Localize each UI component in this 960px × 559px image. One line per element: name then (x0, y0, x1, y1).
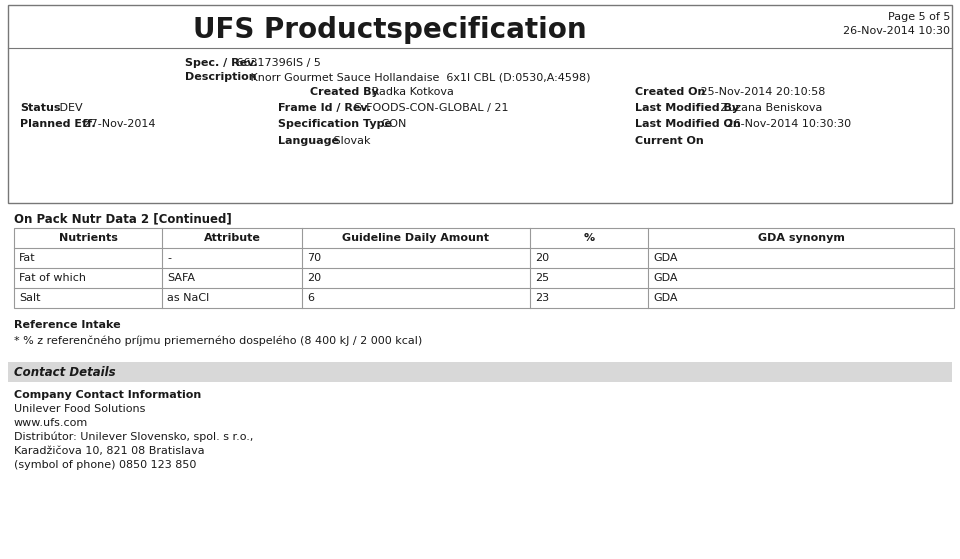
Text: Distribútor: Unilever Slovensko, spol. s r.o.,: Distribútor: Unilever Slovensko, spol. s… (14, 432, 253, 443)
Text: GDA: GDA (653, 253, 678, 263)
Text: G-FOODS-CON-GLOBAL / 21: G-FOODS-CON-GLOBAL / 21 (350, 103, 509, 113)
Text: DEV: DEV (56, 103, 83, 113)
Text: Karadžičova 10, 821 08 Bratislava: Karadžičova 10, 821 08 Bratislava (14, 446, 204, 456)
Text: Company Contact Information: Company Contact Information (14, 390, 202, 400)
Text: 20: 20 (307, 273, 322, 283)
Text: 70: 70 (307, 253, 322, 263)
Bar (8, 5, 952, 203)
Text: Guideline Daily Amount: Guideline Daily Amount (343, 233, 490, 243)
Text: Planned Eff.: Planned Eff. (20, 119, 96, 129)
Text: Frame Id / Rev.: Frame Id / Rev. (278, 103, 371, 113)
Text: CON: CON (378, 119, 406, 129)
Text: 26-Nov-2014 10:30:30: 26-Nov-2014 10:30:30 (723, 119, 852, 129)
Text: On Pack Nutr Data 2 [Continued]: On Pack Nutr Data 2 [Continued] (14, 212, 231, 225)
Text: Created By: Created By (310, 87, 379, 97)
Text: -: - (167, 253, 171, 263)
Text: Last Modified By: Last Modified By (635, 103, 739, 113)
Text: Fat: Fat (19, 253, 36, 263)
Text: Zuzana Beniskova: Zuzana Beniskova (717, 103, 823, 113)
Text: Salt: Salt (19, 293, 40, 303)
Text: Slovak: Slovak (330, 136, 371, 146)
Text: Page 5 of 5: Page 5 of 5 (888, 12, 950, 22)
Text: Fat of which: Fat of which (19, 273, 86, 283)
Text: Language: Language (278, 136, 339, 146)
Text: 6: 6 (307, 293, 314, 303)
Bar (14, 228, 954, 308)
Text: %: % (584, 233, 594, 243)
Text: Nutrients: Nutrients (59, 233, 117, 243)
Text: 26-Nov-2014 10:30: 26-Nov-2014 10:30 (843, 26, 950, 36)
Text: Spec. / Rev.: Spec. / Rev. (185, 58, 257, 68)
Text: Attribute: Attribute (204, 233, 260, 243)
Text: Specification Type: Specification Type (278, 119, 392, 129)
Text: as NaCl: as NaCl (167, 293, 209, 303)
Text: Radka Kotkova: Radka Kotkova (368, 87, 454, 97)
Text: * % z referenčného príjmu priemerného dospelého (8 400 kJ / 2 000 kcal): * % z referenčného príjmu priemerného do… (14, 336, 422, 347)
Text: 25: 25 (535, 273, 549, 283)
Text: GDA synonym: GDA synonym (757, 233, 845, 243)
Text: SAFA: SAFA (167, 273, 195, 283)
Text: GDA: GDA (653, 273, 678, 283)
Text: UFS Productspecification: UFS Productspecification (193, 16, 587, 44)
Text: Current On: Current On (635, 136, 704, 146)
Text: Unilever Food Solutions: Unilever Food Solutions (14, 404, 145, 414)
Text: GDA: GDA (653, 293, 678, 303)
Text: (symbol of phone) 0850 123 850: (symbol of phone) 0850 123 850 (14, 460, 197, 470)
Text: Status: Status (20, 103, 60, 113)
Text: Last Modified On: Last Modified On (635, 119, 741, 129)
Bar (8, 362, 952, 382)
Text: 25-Nov-2014 20:10:58: 25-Nov-2014 20:10:58 (697, 87, 826, 97)
Text: www.ufs.com: www.ufs.com (14, 418, 88, 428)
Text: Created On: Created On (635, 87, 706, 97)
Text: 27-Nov-2014: 27-Nov-2014 (80, 119, 156, 129)
Text: Contact Details: Contact Details (14, 366, 115, 378)
Text: Description: Description (185, 72, 256, 82)
Text: 23: 23 (535, 293, 549, 303)
Text: Knorr Gourmet Sauce Hollandaise  6x1l CBL (D:0530,A:4598): Knorr Gourmet Sauce Hollandaise 6x1l CBL… (247, 72, 590, 82)
Text: 20: 20 (535, 253, 549, 263)
Text: 66317396IS / 5: 66317396IS / 5 (233, 58, 321, 68)
Text: Reference Intake: Reference Intake (14, 320, 121, 330)
